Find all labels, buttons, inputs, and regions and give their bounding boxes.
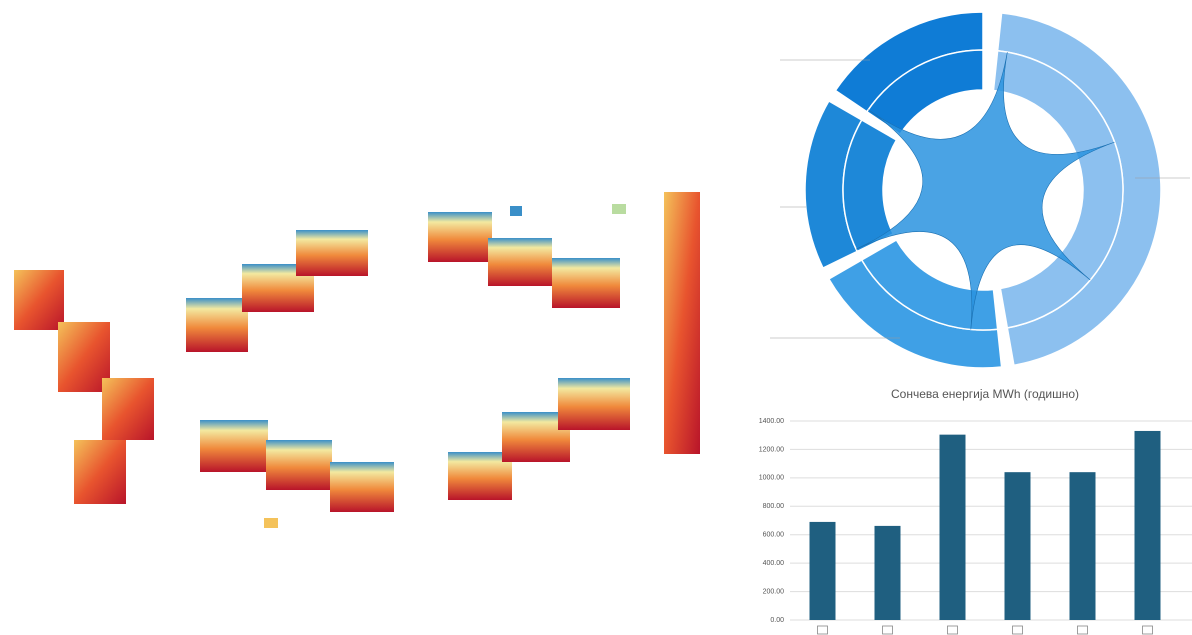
chord-arc [842,118,898,253]
chord-diagram [770,11,1190,369]
x-tick-icon [817,625,828,635]
bar-chart: 0.00 200.00 400.00 600.00 800.00 1000.00 1200.… [759,418,1192,635]
bar [1069,472,1096,620]
chord-arc [865,49,984,136]
bar [809,521,836,620]
x-tick-icon [947,625,958,635]
x-tick-icon [1077,625,1088,635]
y-tick-label: 1200.00 [759,446,784,453]
x-tick-icon [1142,625,1153,635]
y-tick-label: 800.00 [763,503,785,510]
chart-title: Сончева енергија MWh (годишно) [891,387,1079,401]
x-tick-icon [1012,625,1023,635]
y-tick-label: 200.00 [763,588,785,595]
bar [939,434,966,620]
y-tick-label: 600.00 [763,532,785,539]
y-tick-label: 0.00 [770,617,784,624]
solar-map [14,192,700,528]
bar [874,525,901,620]
chord-arc [992,49,1124,329]
bar [1134,430,1161,620]
y-tick-label: 1400.00 [759,418,784,425]
y-tick-label: 400.00 [763,560,785,567]
x-tick-icon [882,625,893,635]
bar [1004,472,1031,620]
y-tick-label: 1000.00 [759,475,784,482]
chord-arc [860,238,999,331]
